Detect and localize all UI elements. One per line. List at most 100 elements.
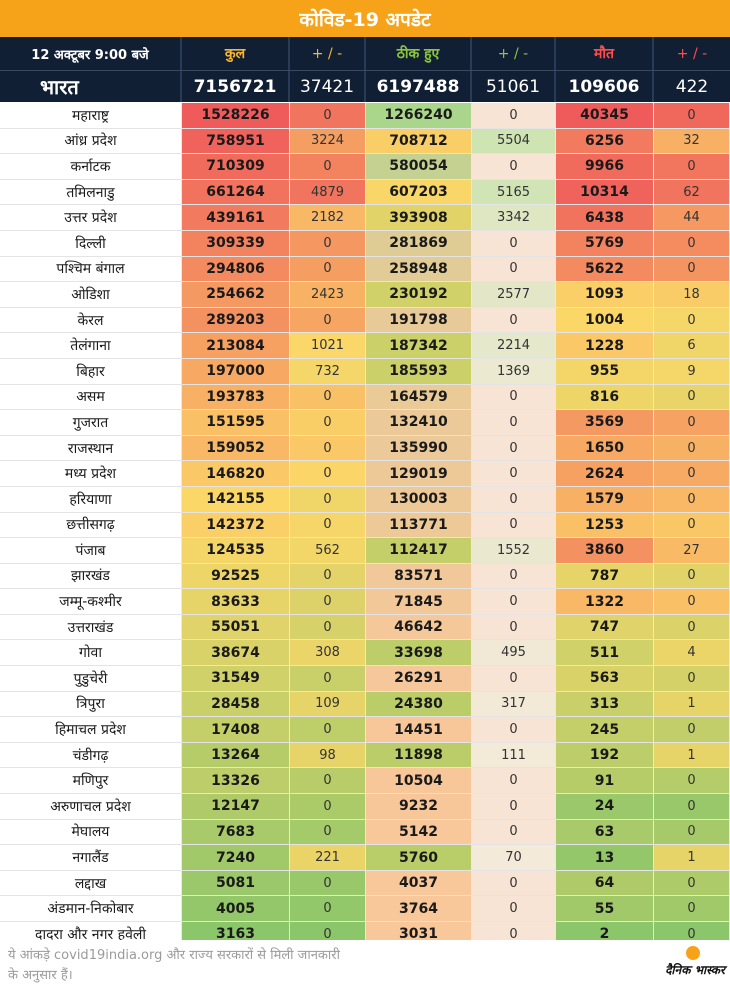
state-total-delta: 0 bbox=[290, 384, 366, 410]
state-name: केरल bbox=[0, 307, 182, 333]
state-deaths: 192 bbox=[556, 742, 654, 768]
state-recovered: 5760 bbox=[366, 845, 472, 870]
state-total: 197000 bbox=[182, 358, 290, 384]
state-name: मध्य प्रदेश bbox=[0, 461, 182, 486]
state-deaths-delta: 0 bbox=[654, 589, 730, 614]
state-deaths: 313 bbox=[556, 691, 654, 717]
table-row: जम्मू-कश्मीर 83633 0 71845 0 1322 0 bbox=[0, 589, 730, 615]
brand-logo: दैनिक भास्कर bbox=[664, 946, 725, 1000]
table-row: अरुणाचल प्रदेश 12147 0 9232 0 24 0 bbox=[0, 794, 730, 820]
state-recovered-delta: 0 bbox=[472, 410, 556, 435]
state-total-delta: 98 bbox=[290, 742, 366, 768]
state-deaths-delta: 0 bbox=[654, 870, 730, 896]
state-recovered: 26291 bbox=[366, 666, 472, 691]
state-total: 124535 bbox=[182, 538, 290, 563]
state-recovered-delta: 0 bbox=[472, 384, 556, 410]
state-name: गुजरात bbox=[0, 410, 182, 435]
state-name: पुडुचेरी bbox=[0, 666, 182, 691]
state-recovered: 24380 bbox=[366, 691, 472, 717]
state-recovered-delta: 2577 bbox=[472, 282, 556, 307]
state-name: कर्नाटक bbox=[0, 154, 182, 179]
state-recovered-delta: 0 bbox=[472, 794, 556, 819]
state-recovered: 607203 bbox=[366, 179, 472, 205]
state-recovered-delta: 0 bbox=[472, 461, 556, 486]
header-date: 12 अक्टूबर 9:00 बजे bbox=[0, 37, 182, 70]
state-deaths-delta: 0 bbox=[654, 486, 730, 512]
state-recovered: 187342 bbox=[366, 333, 472, 358]
state-deaths: 91 bbox=[556, 768, 654, 794]
table-row: तेलंगाना 213084 1021 187342 2214 1228 6 bbox=[0, 333, 730, 359]
state-deaths: 787 bbox=[556, 563, 654, 589]
state-total-delta: 0 bbox=[290, 896, 366, 921]
state-total-delta: 0 bbox=[290, 256, 366, 282]
table-row: मेघालय 7683 0 5142 0 63 0 bbox=[0, 819, 730, 846]
table-row: दिल्ली 309339 0 281869 0 5769 0 bbox=[0, 230, 730, 257]
header-deaths: मौत bbox=[556, 37, 654, 70]
state-name: गोवा bbox=[0, 640, 182, 666]
state-total-delta: 0 bbox=[290, 154, 366, 179]
table-row: पुडुचेरी 31549 0 26291 0 563 0 bbox=[0, 666, 730, 692]
national-total-delta: 37421 bbox=[290, 71, 366, 102]
national-total: 7156721 bbox=[182, 71, 290, 102]
state-recovered: 132410 bbox=[366, 410, 472, 435]
table-row: पश्चिम बंगाल 294806 0 258948 0 5622 0 bbox=[0, 256, 730, 283]
state-deaths: 9966 bbox=[556, 154, 654, 179]
state-total-delta: 732 bbox=[290, 358, 366, 384]
state-recovered-delta: 111 bbox=[472, 742, 556, 768]
state-deaths: 1228 bbox=[556, 333, 654, 358]
state-name: हरियाणा bbox=[0, 486, 182, 512]
state-total: 309339 bbox=[182, 230, 290, 256]
state-total-delta: 0 bbox=[290, 103, 366, 128]
state-deaths: 63 bbox=[556, 819, 654, 845]
state-recovered: 33698 bbox=[366, 640, 472, 666]
state-total: 55051 bbox=[182, 614, 290, 640]
state-total: 151595 bbox=[182, 410, 290, 435]
state-deaths: 10314 bbox=[556, 179, 654, 205]
table-row: गोवा 38674 308 33698 495 511 4 bbox=[0, 640, 730, 667]
state-recovered-delta: 0 bbox=[472, 589, 556, 614]
state-deaths-delta: 0 bbox=[654, 384, 730, 410]
brand-name: दैनिक भास्कर bbox=[665, 963, 725, 977]
state-name: हिमाचल प्रदेश bbox=[0, 717, 182, 742]
state-deaths: 816 bbox=[556, 384, 654, 410]
state-total: 38674 bbox=[182, 640, 290, 666]
state-recovered: 3764 bbox=[366, 896, 472, 921]
state-deaths: 1322 bbox=[556, 589, 654, 614]
table-row: बिहार 197000 732 185593 1369 955 9 bbox=[0, 358, 730, 385]
state-deaths: 1579 bbox=[556, 486, 654, 512]
state-deaths: 3569 bbox=[556, 410, 654, 435]
table-row: छत्तीसगढ़ 142372 0 113771 0 1253 0 bbox=[0, 512, 730, 539]
state-deaths-delta: 0 bbox=[654, 614, 730, 640]
state-total: 254662 bbox=[182, 282, 290, 307]
state-recovered-delta: 0 bbox=[472, 717, 556, 742]
state-name: आंध्र प्रदेश bbox=[0, 128, 182, 154]
state-recovered-delta: 0 bbox=[472, 230, 556, 256]
state-recovered: 4037 bbox=[366, 870, 472, 896]
footer: ये आंकड़े covid19india.org और राज्य सरका… bbox=[0, 940, 730, 1004]
state-total-delta: 562 bbox=[290, 538, 366, 563]
state-name: झारखंड bbox=[0, 563, 182, 589]
state-name: उत्तराखंड bbox=[0, 614, 182, 640]
state-deaths-delta: 44 bbox=[654, 205, 730, 230]
state-recovered-delta: 5165 bbox=[472, 179, 556, 205]
state-total: 12147 bbox=[182, 794, 290, 819]
state-recovered: 185593 bbox=[366, 358, 472, 384]
state-total-delta: 0 bbox=[290, 435, 366, 461]
state-deaths: 955 bbox=[556, 358, 654, 384]
state-total: 13264 bbox=[182, 742, 290, 768]
state-deaths-delta: 0 bbox=[654, 794, 730, 819]
national-deaths: 109606 bbox=[556, 71, 654, 102]
state-deaths: 511 bbox=[556, 640, 654, 666]
header-deaths-delta: + / - bbox=[676, 45, 708, 62]
state-recovered: 230192 bbox=[366, 282, 472, 307]
state-total-delta: 0 bbox=[290, 512, 366, 538]
table-row: कर्नाटक 710309 0 580054 0 9966 0 bbox=[0, 154, 730, 180]
header-recovered: ठीक हुए bbox=[366, 37, 472, 70]
table-row: चंडीगढ़ 13264 98 11898 111 192 1 bbox=[0, 742, 730, 769]
state-recovered: 129019 bbox=[366, 461, 472, 486]
state-deaths-delta: 0 bbox=[654, 230, 730, 256]
state-deaths-delta: 4 bbox=[654, 640, 730, 666]
state-total-delta: 0 bbox=[290, 589, 366, 614]
table-row: मध्य प्रदेश 146820 0 129019 0 2624 0 bbox=[0, 461, 730, 487]
state-recovered: 191798 bbox=[366, 307, 472, 333]
